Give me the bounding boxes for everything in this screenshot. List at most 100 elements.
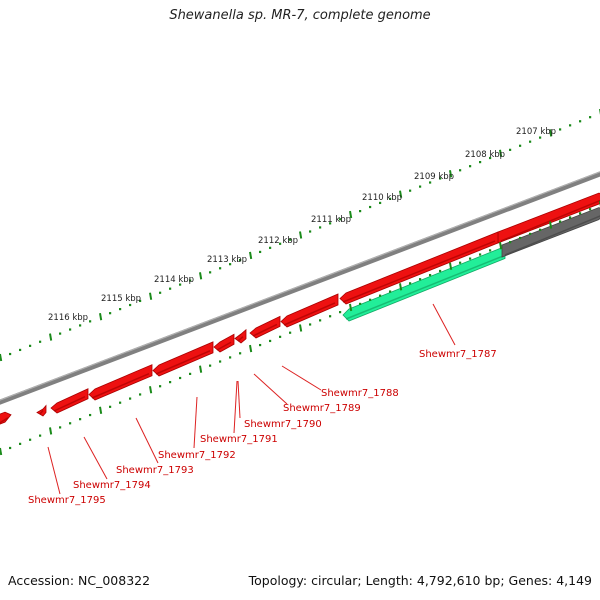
outer-minor-tick [559,128,562,131]
inner-minor-tick [579,212,582,215]
outer-major-tick [349,210,353,219]
outer-major-tick [299,231,303,239]
gene-arrow-1791-shade [237,336,244,342]
accession-text: Accession: NC_008322 [8,573,151,588]
inner-minor-tick [559,220,562,223]
inner-minor-tick [59,426,62,429]
outer-major-tick [449,170,453,178]
gene-arrow-1788-shade [342,240,496,303]
gene-label: Shewmr7_1795 [28,495,106,506]
inner-major-tick [49,427,53,435]
map-title: Shewanella sp. MR-7, complete genome [169,8,431,23]
outer-minor-tick [519,144,522,147]
inner-minor-tick [259,343,262,347]
inner-minor-tick [179,376,182,380]
outer-minor-tick [159,291,162,294]
leader-shewmr7_1790 [237,380,241,419]
leader-shewmr7_1792 [193,396,198,449]
outer-minor-tick [239,259,242,262]
leader-shewmr7_1793 [135,417,159,464]
outer-minor-tick [289,238,292,241]
outer-minor-tick [19,348,22,352]
inner-minor-tick [119,401,122,404]
outer-minor-tick [9,352,12,356]
kbp-label: 2108 kbp [465,150,505,160]
kbp-label: 2113 kbp [207,255,247,265]
inner-minor-tick [429,273,432,277]
leader-shewmr7_1791 [233,380,238,434]
gene-arrow-1794-shade [91,372,150,399]
inner-major-tick [199,365,203,373]
outer-minor-tick [579,120,582,123]
inner-minor-tick [269,339,272,343]
outer-minor-tick [459,169,462,172]
outer-minor-tick [539,136,542,139]
inner-major-tick [349,303,353,312]
leader-shewmr7_1795 [47,446,61,495]
leader-shewmr7_1788 [281,365,322,391]
inner-minor-tick [509,241,512,244]
gene-arrow-1792-shade [216,341,232,351]
inner-scale-ticks [0,201,600,456]
inner-minor-tick [519,236,522,240]
inner-minor-tick [319,319,322,322]
inner-minor-tick [239,352,242,355]
outer-minor-tick [89,320,92,323]
kbp-label: 2114 kbp [154,275,194,285]
gene-arrow-1787-shade [345,255,503,320]
outer-minor-tick [259,250,262,254]
inner-major-tick [149,386,153,394]
outer-minor-tick [179,283,182,286]
gene-arrow-1790 [249,315,281,339]
inner-minor-tick [159,385,162,388]
outer-minor-tick [189,279,192,282]
outer-minor-tick [119,308,122,311]
inner-minor-tick [29,438,32,441]
inner-minor-tick [109,405,112,408]
outer-minor-tick [109,312,112,315]
outer-minor-tick [59,332,62,335]
gene-label: Shewmr7_1794 [73,480,151,491]
inner-minor-tick [389,290,392,293]
outer-minor-tick [429,181,432,184]
outer-minor-tick [309,230,312,233]
outer-minor-tick [369,205,372,209]
gene-arrow-1786-shade [500,199,600,242]
gene-label: Shewmr7_1792 [158,450,236,461]
inner-minor-tick [129,397,132,400]
leader-shewmr7_1794 [83,436,108,480]
kbp-label: 2112 kbp [258,236,298,246]
outer-minor-tick [169,287,172,290]
outer-major-tick [499,149,503,158]
inner-minor-tick [409,282,412,285]
inner-major-tick [299,324,303,332]
outer-minor-tick [419,185,422,188]
outer-major-tick [149,292,153,300]
gene-arrow-1793-shade [155,350,211,375]
inner-minor-tick [529,232,532,236]
outer-minor-tick [589,116,592,119]
gene-arrow-1793 [152,341,214,377]
gene-label: Shewmr7_1787 [419,349,497,360]
gene-arrow-1788 [339,231,499,305]
gene-label: Shewmr7_1793 [116,465,194,476]
inner-minor-tick [189,372,192,375]
outer-major-tick [399,190,403,198]
inner-minor-tick [469,257,472,260]
gene-arrow-small-shade [39,410,44,415]
kbp-label: 2111 kbp [311,215,351,225]
kbp-label: 2110 kbp [362,193,402,203]
outer-minor-tick [279,242,282,245]
inner-minor-tick [439,269,442,273]
outer-minor-tick [79,324,82,327]
outer-minor-tick [489,156,492,160]
inner-major-tick [99,406,103,415]
gene-arrow-grey [501,207,600,258]
outer-minor-tick [479,161,482,164]
outer-minor-tick [359,210,362,213]
outer-major-tick [549,129,553,137]
inner-minor-tick [339,311,342,314]
inner-minor-tick [329,315,332,318]
gene-arrow-1792 [213,333,235,353]
gene-arrow-grey-shade [504,215,600,256]
